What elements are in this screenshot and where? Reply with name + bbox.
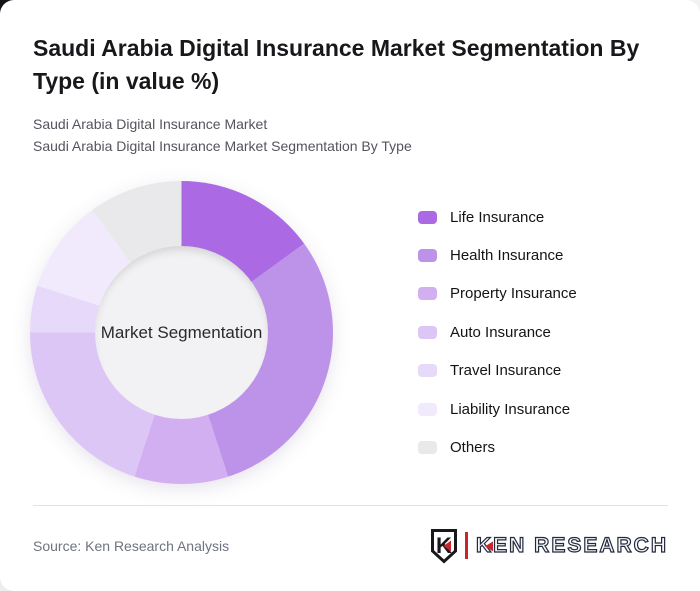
legend-swatch — [418, 287, 437, 301]
legend-swatch — [418, 210, 437, 224]
ken-research-logo: K K EN RESEARCH — [430, 527, 668, 564]
shield-red-triangle-icon — [443, 540, 451, 551]
legend-swatch — [418, 249, 437, 263]
logo-k-letter: K — [475, 533, 494, 557]
legend-label: Life Insurance — [450, 208, 545, 226]
legend-label: Travel Insurance — [450, 362, 562, 380]
chart-title: Saudi Arabia Digital Insurance Market Se… — [33, 35, 640, 94]
legend-item: Auto Insurance — [418, 313, 577, 351]
legend-swatch — [418, 364, 437, 378]
legend-swatch — [418, 441, 437, 455]
legend-item: Health Insurance — [418, 236, 577, 274]
legend-item: Life Insurance — [418, 198, 577, 236]
ken-research-shield-icon: K — [430, 528, 457, 564]
logo-wordmark: K EN RESEARCH — [475, 533, 668, 558]
donut-center-label: Market Segmentation — [100, 322, 263, 342]
source-note: Source: Ken Research Analysis — [33, 538, 230, 554]
subtitle-line-1: Saudi Arabia Digital Insurance Market — [33, 116, 268, 132]
legend-item: Travel Insurance — [418, 352, 577, 390]
legend-label: Health Insurance — [450, 247, 564, 265]
legend-item: Others — [418, 428, 577, 466]
legend-item: Liability Insurance — [418, 390, 577, 428]
footer-divider — [33, 505, 668, 506]
chart-subtitles: Saudi Arabia Digital Insurance Market Sa… — [33, 113, 658, 157]
logo-red-divider — [464, 532, 468, 559]
subtitle-line-2: Saudi Arabia Digital Insurance Market Se… — [33, 138, 412, 154]
legend-item: Property Insurance — [418, 275, 577, 313]
legend-label: Liability Insurance — [450, 400, 571, 418]
legend-swatch — [418, 325, 437, 339]
svg-text:K: K — [436, 533, 452, 558]
logo-k-red-triangle-icon — [485, 540, 494, 551]
donut-hole: Market Segmentation — [95, 246, 268, 419]
legend-label: Property Insurance — [450, 285, 577, 303]
legend-label: Others — [450, 439, 496, 457]
legend-swatch — [418, 402, 437, 416]
legend-label: Auto Insurance — [450, 323, 551, 341]
donut-chart: Market Segmentation — [30, 181, 333, 484]
chart-legend: Life Insurance Health Insurance Property I… — [418, 198, 577, 467]
logo-wordmark-rest: EN RESEARCH — [493, 533, 668, 557]
